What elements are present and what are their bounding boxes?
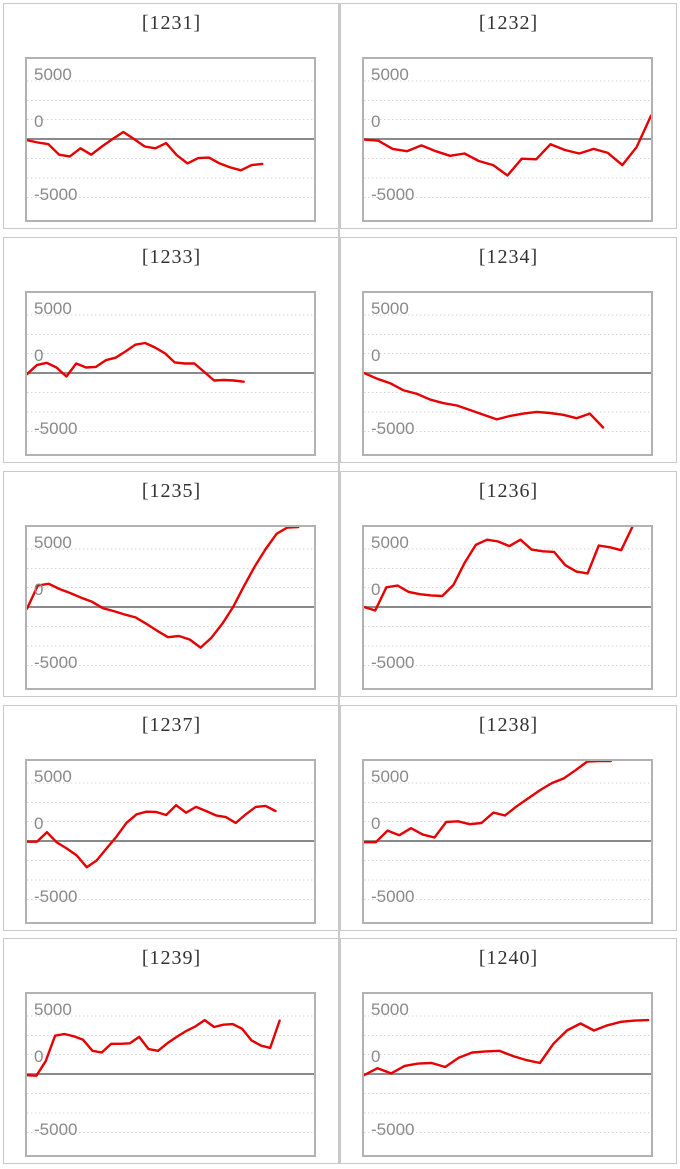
slump-series-line xyxy=(364,761,613,844)
slump-chart-plot: 5000 0 -5000 xyxy=(25,57,316,222)
chart-title: [1234] xyxy=(478,246,539,268)
slump-chart-plot: 5000 0 -5000 xyxy=(362,759,653,924)
slump-line-svg xyxy=(27,80,314,198)
slump-line-svg xyxy=(27,782,314,900)
chart-panel: [1234] 5000 0 -5000 xyxy=(340,237,677,463)
y-axis-tick-label: 0 xyxy=(34,346,44,365)
chart-title: [1237] xyxy=(141,714,202,736)
chart-panel: [1235] 5000 0 -5000 xyxy=(3,471,340,697)
chart-panel: [1231] 5000 0 -5000 xyxy=(3,3,340,229)
y-axis-tick-label: 0 xyxy=(34,1047,44,1066)
chart-panel: [1237] 5000 0 -5000 xyxy=(3,705,340,931)
slump-series-line xyxy=(364,1018,650,1077)
slump-chart-plot: 5000 0 -5000 xyxy=(362,291,653,456)
y-axis-tick-label: 5000 xyxy=(371,65,409,84)
y-axis-tick-label: 0 xyxy=(371,346,381,365)
y-axis-tick-label: 0 xyxy=(371,112,381,131)
y-axis-tick-label: 0 xyxy=(34,112,44,131)
chart-title: [1235] xyxy=(141,480,202,502)
slump-line-svg xyxy=(27,314,314,432)
y-axis-tick-label: 5000 xyxy=(371,1000,409,1019)
slump-series-line xyxy=(27,341,245,383)
y-axis-tick-label: -5000 xyxy=(371,887,415,906)
slump-line-svg xyxy=(364,761,651,900)
y-axis-tick-label: 0 xyxy=(371,1047,381,1066)
chart-title: [1232] xyxy=(478,12,539,34)
slump-series-line xyxy=(364,527,634,612)
y-axis-tick-label: -5000 xyxy=(371,419,415,438)
y-axis-tick-label: -5000 xyxy=(371,185,415,204)
chart-panel: [1232] 5000 0 -5000 xyxy=(340,3,677,229)
slump-line-svg xyxy=(364,527,651,666)
chart-panel: [1233] 5000 0 -5000 xyxy=(3,237,340,463)
slump-series-line xyxy=(27,1018,281,1077)
y-axis-tick-label: 5000 xyxy=(371,533,409,552)
y-axis-tick-label: -5000 xyxy=(34,1120,78,1139)
column-divider xyxy=(338,3,340,1164)
y-axis-tick-label: 0 xyxy=(34,580,44,599)
y-axis-tick-label: 5000 xyxy=(34,299,72,318)
chart-title: [1238] xyxy=(478,714,539,736)
slump-series-line xyxy=(27,130,264,172)
slump-series-line xyxy=(364,371,605,429)
slump-line-svg xyxy=(27,1015,314,1133)
slump-chart-plot: 5000 0 -5000 xyxy=(25,759,316,924)
slump-line-svg xyxy=(27,527,314,666)
slump-chart-plot: 5000 0 -5000 xyxy=(25,992,316,1157)
y-axis-tick-label: 0 xyxy=(371,814,381,833)
chart-title: [1233] xyxy=(141,246,202,268)
slump-series-line xyxy=(364,114,651,177)
chart-panel: [1236] 5000 0 -5000 xyxy=(340,471,677,697)
slump-series-line xyxy=(27,527,300,649)
y-axis-tick-label: 5000 xyxy=(34,1000,72,1019)
y-axis-tick-label: 5000 xyxy=(371,299,409,318)
y-axis-tick-label: -5000 xyxy=(371,653,415,672)
y-axis-tick-label: 5000 xyxy=(34,767,72,786)
slump-chart-plot: 5000 0 -5000 xyxy=(25,291,316,456)
slump-chart-plot: 5000 0 -5000 xyxy=(25,525,316,690)
y-axis-tick-label: -5000 xyxy=(34,887,78,906)
chart-title: [1240] xyxy=(478,947,539,969)
chart-panel: [1239] 5000 0 -5000 xyxy=(3,938,340,1164)
slump-chart-plot: 5000 0 -5000 xyxy=(362,57,653,222)
slump-series-line xyxy=(27,804,277,869)
y-axis-tick-label: -5000 xyxy=(34,419,78,438)
slump-line-svg xyxy=(364,1015,651,1133)
slump-line-svg xyxy=(364,314,651,432)
chart-title: [1231] xyxy=(141,12,202,34)
chart-title: [1239] xyxy=(141,947,202,969)
y-axis-tick-label: -5000 xyxy=(34,185,78,204)
slump-line-svg xyxy=(364,80,651,198)
y-axis-tick-label: 0 xyxy=(371,580,381,599)
slump-chart-plot: 5000 0 -5000 xyxy=(362,992,653,1157)
y-axis-tick-label: -5000 xyxy=(371,1120,415,1139)
y-axis-tick-label: 5000 xyxy=(34,65,72,84)
chart-panel: [1238] 5000 0 -5000 xyxy=(340,705,677,931)
chart-panel: [1240] 5000 0 -5000 xyxy=(340,938,677,1164)
y-axis-tick-label: 5000 xyxy=(371,767,409,786)
y-axis-tick-label: 5000 xyxy=(34,533,72,552)
y-axis-tick-label: 0 xyxy=(34,814,44,833)
y-axis-tick-label: -5000 xyxy=(34,653,78,672)
chart-title: [1236] xyxy=(478,480,539,502)
slump-chart-plot: 5000 0 -5000 xyxy=(362,525,653,690)
